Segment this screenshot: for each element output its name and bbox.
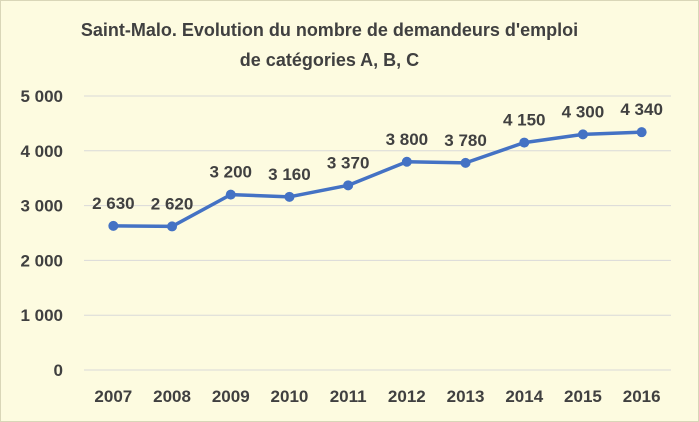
- data-point: [284, 191, 295, 202]
- x-tick-label: 2008: [153, 387, 191, 406]
- data-label: 3 800: [386, 130, 429, 149]
- data-label: 4 340: [620, 100, 663, 119]
- y-tick-label: 2 000: [20, 251, 63, 270]
- data-label: 4 150: [503, 111, 546, 130]
- data-point: [636, 127, 647, 138]
- data-label: 3 200: [209, 163, 252, 182]
- chart-title-line-2: de catégories A, B, C: [239, 50, 420, 70]
- data-label: 3 780: [444, 131, 487, 150]
- y-tick-label: 4 000: [20, 142, 63, 161]
- data-point: [225, 189, 236, 200]
- data-point: [167, 221, 178, 232]
- x-tick-label: 2016: [623, 387, 661, 406]
- data-label: 2 620: [151, 194, 194, 213]
- data-point: [460, 157, 471, 168]
- chart-title: Saint-Malo. Evolution du nombre de deman…: [1, 15, 698, 75]
- data-point: [343, 180, 354, 191]
- x-tick-label: 2013: [447, 387, 485, 406]
- data-label: 3 370: [327, 153, 370, 172]
- x-tick-label: 2011: [330, 387, 367, 406]
- series-line: [111, 130, 644, 229]
- data-point: [401, 156, 412, 167]
- x-tick-label: 2007: [94, 387, 132, 406]
- x-tick-label: 2015: [564, 387, 602, 406]
- data-label: 4 300: [562, 102, 605, 121]
- x-tick-label: 2010: [271, 387, 309, 406]
- x-tick-label: 2012: [388, 387, 426, 406]
- data-point: [108, 220, 119, 231]
- data-point: [577, 129, 588, 140]
- data-label: 2 630: [92, 194, 135, 213]
- y-tick-label: 1 000: [20, 306, 63, 325]
- y-tick-label: 5 000: [20, 87, 63, 106]
- data-label: 3 160: [268, 165, 311, 184]
- data-point: [519, 137, 530, 148]
- x-tick-label: 2009: [212, 387, 250, 406]
- x-tick-label: 2014: [505, 387, 543, 406]
- y-tick-label: 0: [54, 361, 63, 380]
- y-tick-label: 3 000: [20, 197, 63, 216]
- chart-title-line-1: Saint-Malo. Evolution du nombre de deman…: [80, 20, 579, 40]
